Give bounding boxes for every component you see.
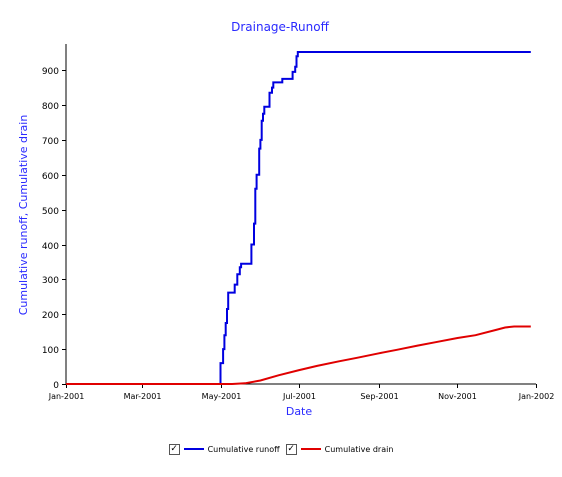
- x-tick-label-4: Sep-2001: [360, 392, 398, 401]
- series-line-runoff: [66, 51, 531, 385]
- x-tick-label-6: Jan-2002: [518, 392, 555, 401]
- x-tick-label-0: Jan-2001: [48, 392, 85, 401]
- chart: Drainage-Runoff 0 100 200 300 400 500 600 700 80…: [17, 20, 554, 418]
- checkbox-drain[interactable]: ✓: [285, 443, 297, 455]
- y-tick-label-9: 900: [42, 67, 59, 77]
- y-tick-label-2: 200: [42, 311, 59, 321]
- checkbox-runoff[interactable]: ✓: [168, 443, 180, 455]
- y-axis-label: Cumulative runoff, Cumulative drain: [17, 115, 30, 316]
- legend-swatch-drain: [300, 448, 321, 450]
- x-tick-label-3: Jul-2001: [282, 392, 316, 401]
- x-tick-label-1: Mar-2001: [124, 392, 162, 401]
- legend-swatch-runoff: [183, 448, 204, 450]
- y-tick-label-7: 700: [42, 137, 59, 147]
- y-tick-label-8: 800: [42, 102, 59, 112]
- axes: 0 100 200 300 400 500 600 700 800 900 Jan-2001 Mar-…: [42, 44, 554, 401]
- series-line-drain: [66, 325, 531, 385]
- legend-item-runoff[interactable]: ✓ Cumulative runoff: [168, 443, 280, 455]
- x-tick-label-5: Nov-2001: [438, 392, 477, 401]
- x-axis-label: Date: [286, 405, 313, 418]
- legend-label-runoff: Cumulative runoff: [207, 444, 280, 454]
- series-group: [66, 51, 531, 385]
- y-tick-label-4: 400: [42, 242, 59, 252]
- y-tick-label-1: 100: [42, 346, 59, 356]
- x-tick-label-2: May-2001: [202, 392, 242, 401]
- y-tick-label-0: 0: [53, 381, 59, 391]
- legend-label-drain: Cumulative drain: [324, 444, 394, 454]
- y-tick-label-3: 300: [42, 276, 59, 286]
- y-tick-label-5: 500: [42, 207, 59, 217]
- legend-item-drain[interactable]: ✓ Cumulative drain: [285, 443, 394, 455]
- chart-title: Drainage-Runoff: [231, 20, 330, 34]
- legend: ✓ Cumulative runoff ✓ Cumulative drain: [0, 441, 562, 457]
- y-tick-label-6: 600: [42, 172, 59, 182]
